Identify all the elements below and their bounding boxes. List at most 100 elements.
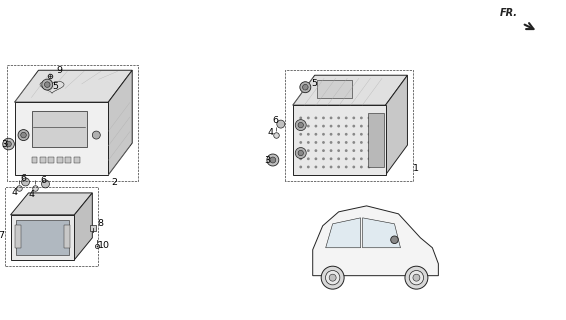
Circle shape <box>295 120 306 131</box>
Circle shape <box>300 158 302 159</box>
Circle shape <box>345 125 347 127</box>
Circle shape <box>391 236 398 244</box>
Circle shape <box>21 132 26 138</box>
Circle shape <box>308 133 309 135</box>
Circle shape <box>308 150 309 151</box>
Circle shape <box>345 142 347 143</box>
Circle shape <box>361 158 362 159</box>
Polygon shape <box>15 70 132 102</box>
Circle shape <box>338 166 340 168</box>
Circle shape <box>361 166 362 168</box>
Text: 8: 8 <box>97 219 104 228</box>
Circle shape <box>18 130 29 140</box>
Circle shape <box>353 158 354 159</box>
Circle shape <box>270 157 276 163</box>
Circle shape <box>338 142 340 143</box>
Circle shape <box>353 142 354 143</box>
Circle shape <box>331 133 332 135</box>
Circle shape <box>331 166 332 168</box>
Circle shape <box>361 117 362 119</box>
Circle shape <box>413 274 420 281</box>
Polygon shape <box>11 215 74 260</box>
Circle shape <box>298 150 303 156</box>
Polygon shape <box>385 75 408 175</box>
Circle shape <box>405 266 428 289</box>
Polygon shape <box>318 80 352 98</box>
Polygon shape <box>11 193 92 215</box>
Circle shape <box>368 133 370 135</box>
Circle shape <box>323 158 324 159</box>
Circle shape <box>361 142 362 143</box>
Circle shape <box>368 125 370 127</box>
Circle shape <box>300 125 302 127</box>
Circle shape <box>338 117 340 119</box>
Circle shape <box>368 142 370 143</box>
Circle shape <box>300 150 302 151</box>
Polygon shape <box>40 81 64 93</box>
Circle shape <box>323 133 324 135</box>
Circle shape <box>331 125 332 127</box>
Circle shape <box>329 274 336 281</box>
Circle shape <box>353 166 354 168</box>
Polygon shape <box>66 157 71 163</box>
Polygon shape <box>108 70 132 175</box>
Circle shape <box>300 142 302 143</box>
Circle shape <box>323 125 324 127</box>
Polygon shape <box>32 111 87 147</box>
Circle shape <box>295 148 306 158</box>
Text: 5: 5 <box>311 79 318 88</box>
Circle shape <box>3 138 14 150</box>
Circle shape <box>42 79 53 90</box>
Circle shape <box>353 117 354 119</box>
Polygon shape <box>293 75 408 105</box>
Circle shape <box>368 150 370 151</box>
Circle shape <box>331 142 332 143</box>
Circle shape <box>315 166 316 168</box>
Circle shape <box>303 84 308 90</box>
Text: 3: 3 <box>264 156 270 164</box>
Polygon shape <box>293 105 385 175</box>
Circle shape <box>325 270 340 285</box>
Circle shape <box>361 133 362 135</box>
Polygon shape <box>367 113 384 167</box>
Circle shape <box>353 150 354 151</box>
Circle shape <box>321 266 344 289</box>
Circle shape <box>323 150 324 151</box>
Circle shape <box>338 133 340 135</box>
Polygon shape <box>15 225 20 248</box>
Text: FR.: FR. <box>500 8 518 18</box>
Polygon shape <box>32 157 37 163</box>
Polygon shape <box>74 157 80 163</box>
Circle shape <box>315 133 316 135</box>
Circle shape <box>353 133 354 135</box>
Circle shape <box>331 150 332 151</box>
Circle shape <box>308 142 309 143</box>
Circle shape <box>345 150 347 151</box>
Circle shape <box>308 166 309 168</box>
Circle shape <box>92 131 100 139</box>
Circle shape <box>338 125 340 127</box>
Circle shape <box>267 154 279 166</box>
Circle shape <box>361 150 362 151</box>
Circle shape <box>277 120 285 128</box>
Polygon shape <box>74 193 92 260</box>
Circle shape <box>315 125 316 127</box>
Circle shape <box>368 166 370 168</box>
Polygon shape <box>15 220 70 255</box>
Circle shape <box>308 158 309 159</box>
Circle shape <box>22 178 29 186</box>
Circle shape <box>338 150 340 151</box>
Text: 7: 7 <box>0 231 5 240</box>
Polygon shape <box>49 157 54 163</box>
Circle shape <box>300 166 302 168</box>
Circle shape <box>300 82 311 93</box>
Circle shape <box>315 142 316 143</box>
Text: 5: 5 <box>52 82 58 91</box>
Polygon shape <box>15 102 108 175</box>
Circle shape <box>300 117 302 119</box>
Circle shape <box>368 117 370 119</box>
Circle shape <box>345 166 347 168</box>
Text: 1: 1 <box>413 164 418 173</box>
Polygon shape <box>312 206 438 276</box>
Circle shape <box>345 117 347 119</box>
